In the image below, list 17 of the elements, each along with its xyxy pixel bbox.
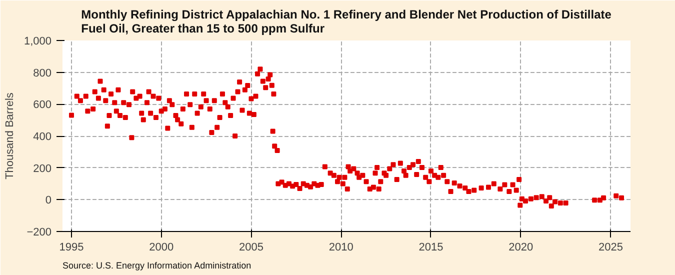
y-tick-label: 600 xyxy=(33,99,52,112)
y-tick-label: 400 xyxy=(33,131,52,143)
y-tick-label: 1,000 xyxy=(24,36,52,48)
x-tick-label: 1995 xyxy=(59,242,84,254)
chart-title: Monthly Refining District Appalachian No. 1 Refinery and Blender Net Production of Distillate Fuel Oil, Greater than 15 to 500 ppm Sulfur xyxy=(81,8,612,36)
y-tick-label: 800 xyxy=(33,67,52,80)
x-tick-label: 2025 xyxy=(598,242,623,254)
y-axis-title: Thousand Barrels xyxy=(4,92,16,180)
y-tick-label: 200 xyxy=(33,162,52,175)
source-note: Source: U.S. Energy Information Administration xyxy=(62,260,252,270)
x-tick-label: 2000 xyxy=(149,242,174,254)
x-tick-label: 2005 xyxy=(239,242,264,254)
x-tick-label: 2010 xyxy=(328,242,354,254)
x-tick-label: 2015 xyxy=(418,242,444,254)
x-tick-label: 2020 xyxy=(508,242,534,254)
y-tick-label: −200 xyxy=(26,226,52,238)
y-tick-label: 0 xyxy=(45,194,52,207)
